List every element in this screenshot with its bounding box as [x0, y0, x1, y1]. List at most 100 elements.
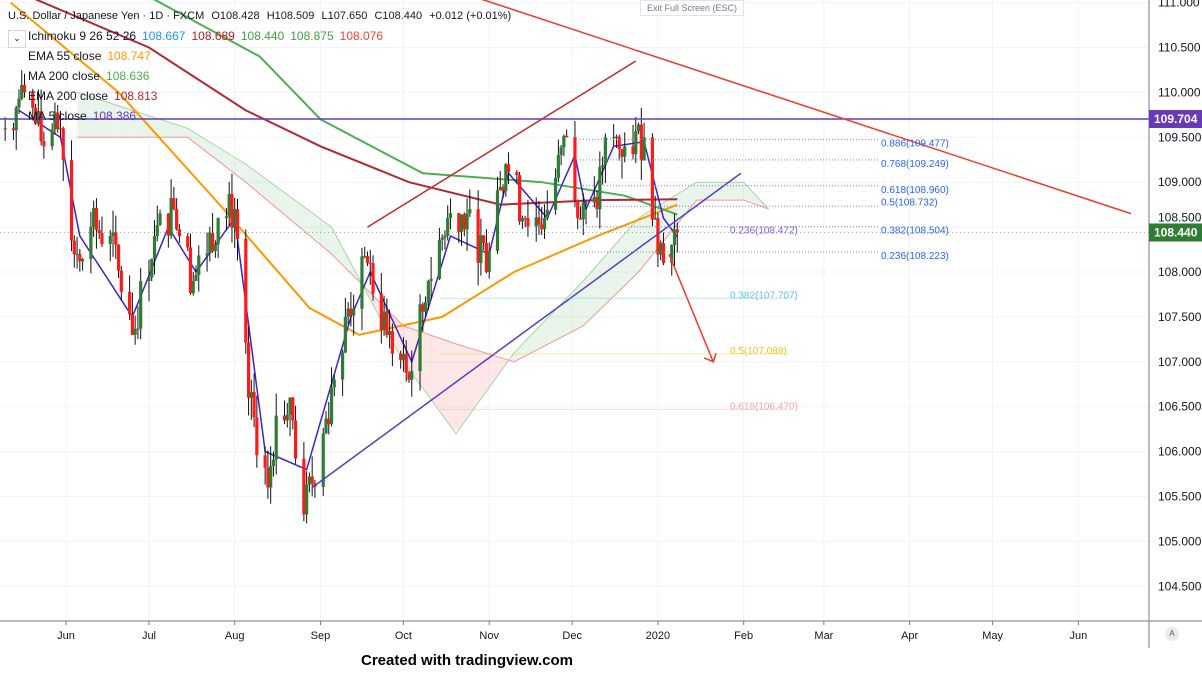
candle-body [75, 253, 79, 255]
price-chart[interactable]: 0.886(109.477) 0.768(109.249) 0.618(108.96… [0, 0, 1202, 650]
cloud-segment [259, 174, 266, 199]
candle-body [437, 239, 442, 279]
auto-scale-button[interactable]: A [1165, 627, 1179, 641]
cloud-segment [314, 214, 321, 245]
candle-body [177, 229, 182, 237]
candle-body [39, 111, 43, 142]
candle-body [61, 128, 65, 161]
candle-body [410, 371, 414, 380]
time-tick-label: Sep [311, 630, 331, 642]
candle-body [205, 253, 209, 256]
time-tick-label: Jun [57, 630, 75, 642]
candle-body [388, 331, 392, 335]
price-tick-label: 107.000 [1158, 355, 1202, 369]
candle-body [642, 137, 646, 161]
candle-body [194, 274, 198, 281]
indicator-value: 108.440 [240, 29, 285, 43]
candle-body [80, 258, 85, 262]
candle-body [603, 137, 607, 166]
cloud-segment [541, 318, 548, 348]
cloud-segment [702, 182, 708, 201]
indicator-legend-row[interactable]: MA 5 close 108.386 [28, 106, 511, 126]
candle-body [482, 235, 486, 243]
collapse-legend-button[interactable]: ⌄ [8, 30, 26, 48]
candle-body [534, 217, 538, 227]
candle-body [446, 218, 450, 236]
candle-body [407, 372, 411, 380]
cloud-segment [88, 95, 94, 138]
cloud-segment [442, 339, 448, 423]
cloud-segment [110, 103, 116, 138]
candle-body [114, 232, 118, 245]
candle-body [20, 84, 24, 99]
price-tick-label: 105.500 [1158, 490, 1202, 504]
indicator-legend-row[interactable]: Ichimoku 9 26 52 26 108.667 108.689 108.440… [28, 26, 511, 46]
ohlc-change: +0.012 (+0.01%) [429, 10, 512, 22]
candle-body [617, 136, 621, 150]
candle-body [155, 225, 159, 237]
candle-body [576, 200, 580, 219]
candle-body [636, 124, 641, 132]
indicator-value: 108.386 [92, 109, 137, 123]
candle-body [293, 420, 298, 459]
candle-body [169, 198, 173, 236]
candle-body [526, 218, 530, 227]
candle-body [365, 256, 370, 264]
candle-body [448, 213, 453, 219]
candle-body [404, 353, 408, 373]
cloud-segment [491, 354, 498, 384]
indicator-legend-row[interactable]: EMA 200 close 108.813 [28, 86, 511, 106]
candle-body [382, 311, 386, 330]
candle-body [136, 328, 140, 330]
indicator-label: EMA 200 close [28, 89, 109, 103]
candle-body [58, 128, 63, 130]
candle-body [305, 484, 309, 515]
trendline-channel-top [367, 60, 637, 228]
candle-body [601, 165, 605, 167]
candle-body [368, 263, 372, 265]
time-tick-label: Jul [142, 630, 156, 642]
candle-body [459, 214, 464, 232]
candle-body [349, 308, 353, 316]
price-tick-label: 109.500 [1158, 130, 1202, 144]
candle-body [72, 240, 76, 255]
candle-body [670, 244, 674, 264]
ohlc-open: O108.428 [211, 10, 260, 22]
candle-body [166, 213, 170, 236]
cloud-segment [182, 126, 188, 138]
grid [0, 0, 1149, 621]
candle-body [158, 213, 162, 226]
candle-body [623, 146, 627, 157]
candle-body [116, 244, 121, 271]
candle-body [520, 218, 524, 222]
horizontal-level-label: 109.704 [1154, 112, 1198, 126]
indicator-legend-row[interactable]: EMA 55 close 108.747 [28, 46, 511, 66]
cloud-segment [303, 206, 310, 236]
candle-body [230, 193, 234, 228]
cloud-segment [320, 218, 327, 250]
indicator-legend-row[interactable]: MA 200 close 108.636 [28, 66, 511, 86]
candle-body [255, 417, 259, 456]
candle-body [216, 218, 220, 245]
candle-body [266, 467, 270, 488]
candle-body [346, 308, 350, 317]
candle-body [89, 227, 93, 259]
cloud-segment [265, 178, 271, 204]
exit-fullscreen-button[interactable]: Exit Full Screen (ESC) [640, 0, 745, 16]
drawings: 0.886(109.477) 0.768(109.249) 0.618(108.96… [0, 0, 1149, 489]
cloud-segment [281, 190, 288, 217]
price-axis[interactable]: 111.000 110.500 110.000 109.500 109.000 108.5… [1148, 0, 1202, 648]
candle-body [440, 237, 444, 240]
indicator-value: 108.667 [142, 29, 186, 43]
candle-body [213, 244, 217, 252]
candle-body [133, 328, 137, 335]
cloud-segment [475, 349, 481, 407]
candle-body [329, 387, 334, 425]
cloud-segment [143, 113, 149, 138]
price-tick-label: 107.500 [1158, 310, 1202, 324]
indicator-label: Ichimoku 9 26 52 26 [28, 29, 137, 43]
time-axis[interactable]: Jun Jul Aug Sep Oct Nov Dec 2020 Feb Mar Apr May Jun [0, 620, 1202, 642]
candle-body [465, 213, 469, 230]
symbol-title[interactable]: U.S. Dollar / Japanese Yen · 1D · FXCM [8, 10, 205, 22]
candle-body [341, 352, 345, 380]
